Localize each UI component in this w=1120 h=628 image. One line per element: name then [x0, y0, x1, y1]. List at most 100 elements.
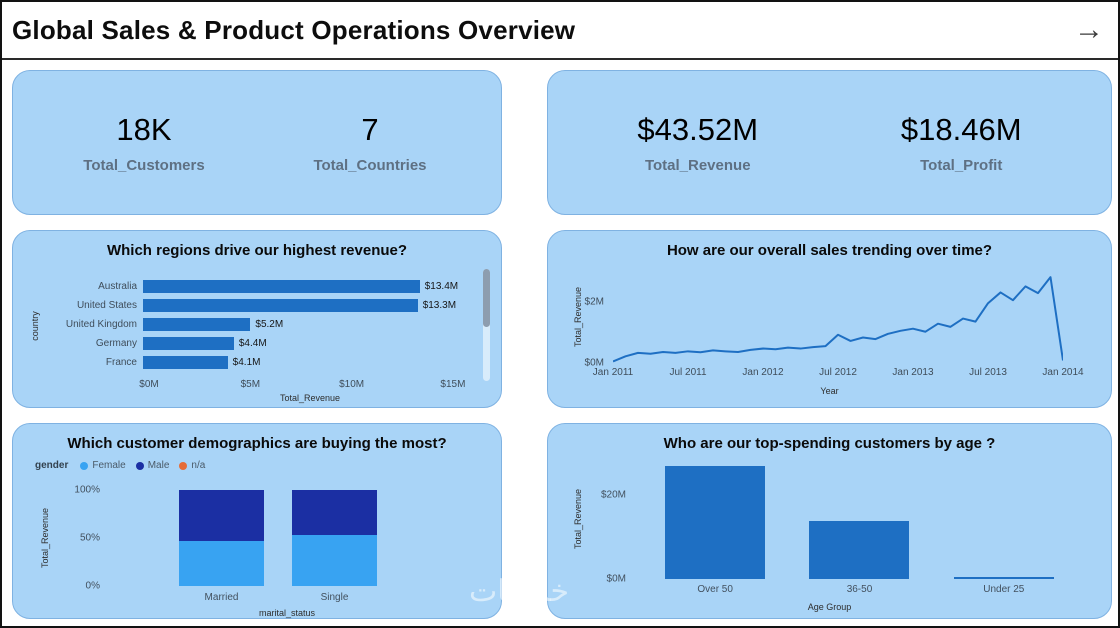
kpi-total-countries: 7 Total_Countries — [257, 112, 483, 174]
scrollbar-thumb[interactable] — [483, 269, 490, 327]
line-plot-area — [613, 271, 1063, 363]
bar-row: Germany $4.4M — [43, 334, 459, 353]
axis-tick-label: $15M — [440, 379, 466, 390]
legend-dot-icon — [135, 461, 144, 470]
legend-label: Female — [92, 460, 126, 471]
bar-france[interactable] — [143, 356, 228, 369]
category-label: Single — [320, 592, 349, 603]
segment-male[interactable] — [179, 490, 264, 541]
legend-item-male: Male — [135, 460, 170, 471]
segment-male[interactable] — [292, 490, 377, 536]
bar-row: United States $13.3M — [43, 296, 459, 315]
legend-dot-icon — [80, 461, 89, 470]
category-label: 36-50 — [846, 584, 873, 595]
legend: gender Female Male n/a — [35, 460, 205, 471]
sales-trend-chart-card: How are our overall sales trending over … — [547, 230, 1112, 408]
x-axis-category-labels: Married Single — [128, 592, 428, 603]
kpi-label: Total_Revenue — [644, 156, 751, 174]
regions-revenue-chart-card: Which regions drive our highest revenue?… — [12, 230, 502, 408]
bar-under-25[interactable] — [953, 577, 1054, 579]
category-label: United Kingdom — [65, 319, 137, 330]
legend-title: gender — [35, 460, 69, 471]
forward-arrow-icon[interactable]: → — [1074, 13, 1104, 46]
axis-tick-label: $0M — [139, 379, 159, 390]
bar-track: $4.4M — [143, 337, 459, 350]
data-label: $4.1M — [232, 357, 261, 368]
y-axis-ticks: 0% 50% 100% — [68, 485, 110, 592]
segment-female[interactable] — [179, 540, 264, 586]
kpi-total-customers: 18K Total_Customers — [31, 112, 257, 174]
bar-australia[interactable] — [143, 280, 420, 293]
axis-tick-label: Jan 2014 — [1042, 367, 1084, 378]
x-axis-title: Age Group — [807, 602, 852, 612]
bar-row: France $4.1M — [43, 353, 459, 372]
stacked-bar-single — [292, 490, 377, 586]
bar-plot-area — [643, 462, 1076, 579]
kpi-label: Total_Customers — [83, 156, 205, 174]
legend-items: Female Male n/a — [80, 460, 205, 471]
x-axis-category-labels: Over 50 36-50 Under 25 — [643, 584, 1076, 595]
data-label: $5.2M — [255, 319, 284, 330]
category-label: Under 25 — [983, 584, 1025, 595]
dashboard-header: Global Sales & Product Operations Overvi… — [2, 2, 1118, 60]
kpi-total-profit: $18.46M Total_Profit — [830, 112, 1094, 174]
demographics-chart-card: Which customer demographics are buying t… — [12, 423, 502, 619]
bar-germany[interactable] — [143, 337, 234, 350]
dashboard-grid: 18K Total_Customers 7 Total_Countries $4… — [12, 70, 1112, 619]
legend-label: Male — [147, 460, 170, 471]
kpi-card-revenue-profit: $43.52M Total_Revenue $18.46M Total_Prof… — [547, 70, 1112, 215]
chart-title: Which regions drive our highest revenue? — [106, 242, 408, 259]
bar-row: Australia $13.4M — [43, 277, 459, 296]
axis-tick-label: $0M — [606, 573, 626, 585]
x-axis-title: Total_Revenue — [279, 393, 341, 403]
axis-tick-label: $10M — [339, 379, 365, 390]
y-axis-title: country — [30, 311, 40, 341]
category-label: Married — [204, 592, 239, 603]
axis-tick-label: $0M — [584, 357, 604, 369]
segment-female[interactable] — [292, 535, 377, 586]
bar-track: $13.4M — [143, 280, 459, 293]
scrollbar-track[interactable] — [483, 269, 490, 381]
kpi-total-revenue: $43.52M Total_Revenue — [566, 112, 830, 174]
y-axis-ticks: $0M $20M — [588, 462, 636, 585]
trend-line-svg — [613, 271, 1063, 363]
axis-tick-label: 100% — [74, 484, 100, 496]
kpi-value: $43.52M — [637, 111, 759, 147]
bar-united-kingdom[interactable] — [143, 318, 251, 331]
legend-label: n/a — [191, 460, 206, 471]
legend-item-female: Female — [80, 460, 126, 471]
bar-row: United Kingdom $5.2M — [43, 315, 459, 334]
kpi-label: Total_Countries — [313, 156, 427, 174]
kpi-value: $18.46M — [900, 111, 1022, 147]
y-axis-title: Total_Revenue — [40, 507, 50, 569]
stacked-bar-plot-area — [128, 490, 428, 586]
y-axis-title: Total_Revenue — [573, 488, 583, 550]
category-label: Over 50 — [697, 584, 733, 595]
kpi-card-customers-countries: 18K Total_Customers 7 Total_Countries — [12, 70, 502, 215]
y-axis-ticks: $0M $2M — [566, 271, 610, 368]
page-title: Global Sales & Product Operations Overvi… — [12, 14, 576, 45]
chart-title: How are our overall sales trending over … — [666, 242, 993, 259]
axis-tick-label: Jul 2012 — [819, 367, 857, 378]
bar-plot-area: Australia $13.4M United States $13.3M United… — [43, 277, 459, 372]
x-axis-title: marital_status — [258, 608, 316, 618]
kpi-value: 7 — [361, 111, 379, 147]
axis-tick-label: 50% — [79, 532, 100, 544]
stacked-bar-married — [179, 490, 264, 586]
bar-united-states[interactable] — [143, 299, 418, 312]
trend-line[interactable] — [613, 277, 1063, 361]
axis-tick-label: 0% — [85, 580, 100, 592]
x-axis-ticks: $0M $5M $10M $15M — [139, 379, 465, 392]
data-label: $13.4M — [424, 281, 459, 292]
axis-tick-label: $5M — [240, 379, 261, 390]
bar-track: $4.1M — [143, 356, 459, 369]
category-label: United States — [76, 300, 137, 311]
bar-over-50[interactable] — [665, 466, 766, 579]
category-label: Germany — [95, 338, 137, 349]
x-axis-title: Year — [820, 386, 839, 396]
bar-track: $13.3M — [143, 299, 459, 312]
bar-36-50[interactable] — [809, 520, 910, 579]
axis-tick-label: Jul 2013 — [969, 367, 1007, 378]
axis-tick-label: $20M — [600, 489, 626, 501]
